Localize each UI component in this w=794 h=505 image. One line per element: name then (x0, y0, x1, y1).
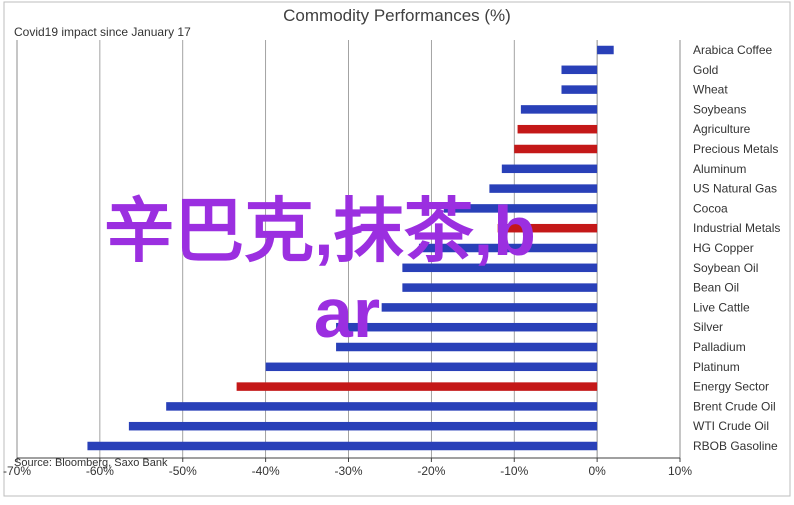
category-label: Bean Oil (693, 281, 739, 295)
bar (336, 322, 598, 332)
x-tick-label: 10% (668, 464, 692, 478)
chart-subtitle: Covid19 impact since January 17 (14, 25, 191, 39)
bar (514, 144, 598, 154)
bar (166, 402, 598, 411)
category-label: Gold (693, 63, 718, 77)
x-tick-label: -70% (3, 464, 31, 478)
category-label: Brent Crude Oil (693, 399, 776, 413)
x-axis: -70% -60% -50% -40% -30% -20% -10% 0% 10% (3, 457, 692, 478)
bar (561, 65, 598, 75)
category-label: Aluminum (693, 162, 746, 176)
category-label: Live Cattle (693, 300, 750, 314)
x-tick-label: 0% (588, 464, 606, 478)
bar (597, 45, 614, 55)
category-label: US Natural Gas (693, 182, 777, 196)
x-tick-label: -60% (86, 464, 114, 478)
bar (497, 223, 598, 233)
category-label: HG Copper (693, 241, 754, 255)
bar (489, 184, 598, 193)
bar (517, 124, 598, 134)
bar (520, 105, 598, 114)
category-label: Energy Sector (693, 380, 769, 394)
x-tick-label: -40% (252, 464, 280, 478)
category-label: Palladium (693, 340, 746, 354)
bar (402, 283, 598, 292)
category-label: Industrial Metals (693, 221, 780, 235)
category-label: Wheat (693, 83, 728, 97)
category-label: RBOB Gasoline (693, 439, 778, 453)
bar (336, 342, 598, 352)
bar (236, 382, 598, 391)
category-label: WTI Crude Oil (693, 419, 769, 433)
bar (265, 362, 598, 372)
bar (128, 421, 598, 431)
category-labels: Arabica Coffee Gold Wheat Soybeans Agricultu… (693, 43, 780, 453)
category-label: Precious Metals (693, 142, 778, 156)
category-label: Platinum (693, 360, 740, 374)
x-tick-label: -20% (417, 464, 445, 478)
category-label: Agriculture (693, 122, 751, 136)
x-tick-label: -30% (334, 464, 362, 478)
bars (87, 45, 614, 451)
overlay-text-line-1: 辛巴克,抹茶,b (104, 192, 536, 270)
chart-title: Commodity Performances (%) (283, 6, 511, 25)
bar (418, 243, 598, 253)
category-label: Silver (693, 320, 723, 334)
x-tick-label: -50% (169, 464, 197, 478)
bar (443, 204, 598, 213)
source-note: Source: Bloomberg, Saxo Bank (14, 457, 168, 469)
x-tick-label: -10% (500, 464, 528, 478)
bar (561, 85, 598, 94)
category-label: Soybeans (693, 102, 746, 116)
chart-border (3, 1, 791, 497)
bar (402, 263, 598, 273)
bar (381, 303, 598, 312)
category-label: Arabica Coffee (693, 43, 772, 57)
category-label: Cocoa (693, 201, 728, 215)
bar (501, 164, 598, 174)
bar (87, 441, 598, 451)
overlay-text-line-2: ar (314, 274, 380, 352)
category-label: Soybean Oil (693, 261, 758, 275)
